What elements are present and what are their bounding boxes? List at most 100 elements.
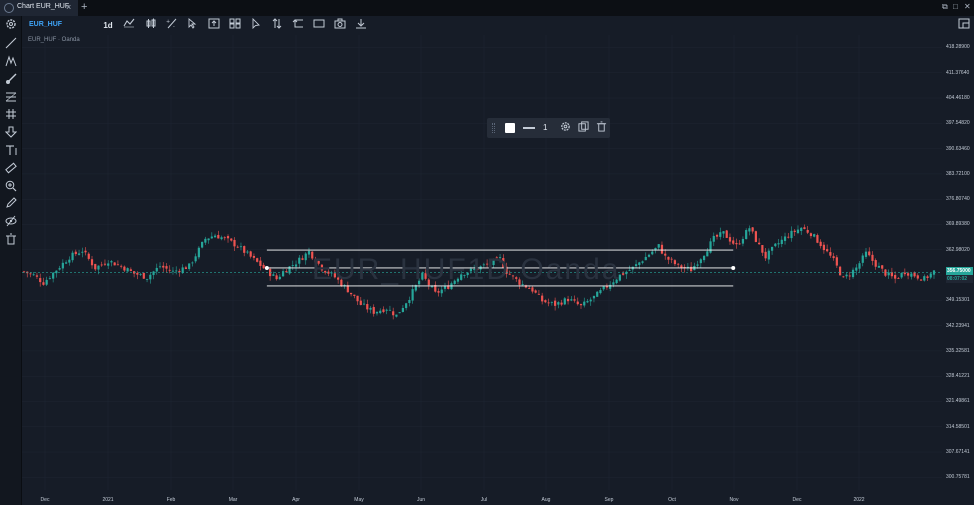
candle xyxy=(809,232,813,239)
chart-area[interactable]: EUR_HUF1D Oanda EUR_HUF · Oanda 418.2890… xyxy=(22,35,974,505)
template-icon[interactable] xyxy=(206,18,222,33)
line-style-icon[interactable] xyxy=(523,127,535,129)
arrow-down-icon[interactable] xyxy=(3,126,19,141)
candle xyxy=(476,268,479,271)
candle xyxy=(482,262,485,269)
close-window-button[interactable]: ✕ xyxy=(964,2,971,11)
maximize-window-button[interactable]: □ xyxy=(953,2,958,11)
fib-icon[interactable] xyxy=(3,91,19,106)
hide-icon[interactable] xyxy=(3,215,19,230)
parallel-channel-drawing[interactable] xyxy=(264,249,736,287)
candle xyxy=(758,238,761,245)
candle xyxy=(97,265,100,275)
gann-icon[interactable] xyxy=(3,108,19,123)
pitchfork-icon[interactable] xyxy=(3,55,19,70)
candle xyxy=(537,289,541,295)
text-icon[interactable] xyxy=(3,144,19,159)
candle xyxy=(777,239,780,248)
candle xyxy=(171,267,175,275)
symbol-search-button[interactable]: EUR_HUF xyxy=(29,21,63,28)
new-tab-button[interactable]: + xyxy=(81,1,88,13)
candle xyxy=(395,314,398,318)
candle xyxy=(424,269,427,281)
candle xyxy=(858,260,861,273)
download-icon[interactable] xyxy=(353,18,369,33)
candle xyxy=(738,239,741,245)
candle xyxy=(275,273,278,281)
line-width-value[interactable]: 1 xyxy=(543,123,548,132)
candle xyxy=(460,271,463,281)
sort-icon[interactable] xyxy=(269,18,285,33)
candle xyxy=(48,276,52,280)
candles-icon[interactable] xyxy=(143,18,159,33)
candle xyxy=(133,271,136,278)
candle xyxy=(168,265,171,274)
cursor-icon[interactable] xyxy=(184,18,200,33)
candle xyxy=(155,263,158,275)
price-chart[interactable] xyxy=(22,35,974,505)
candle xyxy=(887,269,890,279)
candle xyxy=(375,311,379,316)
chart-symbol-label: EUR_HUF · Oanda xyxy=(28,37,80,43)
drawing-tools-sidebar xyxy=(0,16,22,505)
candle xyxy=(346,281,349,293)
candle xyxy=(430,284,434,289)
brush-icon[interactable] xyxy=(3,73,19,88)
candle xyxy=(719,227,722,240)
candle xyxy=(790,226,793,242)
candle xyxy=(667,256,670,265)
indicator-icon[interactable] xyxy=(121,18,137,33)
candle xyxy=(100,261,103,267)
x-tick-label: Apr xyxy=(292,497,300,503)
drawing-settings-icon[interactable] xyxy=(558,121,572,135)
candle xyxy=(780,236,783,248)
delete-drawing-icon[interactable] xyxy=(594,121,608,135)
candle xyxy=(693,262,696,271)
trash-icon[interactable] xyxy=(3,233,19,248)
compare-icon[interactable]: + - xyxy=(164,18,180,33)
candle xyxy=(583,297,586,308)
interval-button[interactable]: 1d xyxy=(103,21,113,30)
candle xyxy=(136,271,139,280)
candle xyxy=(421,271,424,281)
drag-handle-icon[interactable] xyxy=(492,123,495,133)
candle xyxy=(84,247,87,256)
trend-line-icon[interactable] xyxy=(3,37,19,52)
candle xyxy=(236,245,239,249)
zoom-in-icon[interactable] xyxy=(3,180,19,195)
candle xyxy=(706,248,709,257)
candle xyxy=(498,254,502,263)
candle xyxy=(570,296,573,302)
ruler-icon[interactable] xyxy=(3,162,19,177)
candle xyxy=(126,267,129,272)
tab-close-button[interactable]: × xyxy=(66,2,72,12)
clone-drawing-icon[interactable] xyxy=(576,121,590,135)
x-tick-label: Dec xyxy=(40,497,50,503)
candle xyxy=(239,242,243,251)
settings-icon[interactable] xyxy=(3,18,19,33)
candle xyxy=(213,233,217,238)
candle xyxy=(61,259,64,272)
x-tick-label: Sep xyxy=(604,497,614,503)
y-tick-label: 369.89380 xyxy=(946,221,970,228)
chart-tab[interactable]: Chart EUR_HUF × xyxy=(0,0,78,16)
candle xyxy=(288,265,291,275)
rectangle-icon[interactable] xyxy=(311,18,327,33)
line-color-swatch[interactable] xyxy=(505,123,515,133)
x-tick-label: Jun xyxy=(416,497,426,503)
candle xyxy=(194,253,197,264)
candle xyxy=(618,274,621,282)
candle xyxy=(90,255,94,269)
pencil-icon[interactable] xyxy=(3,197,19,212)
candle xyxy=(605,283,609,290)
layout-icon[interactable] xyxy=(227,18,243,33)
screenshot-icon[interactable] xyxy=(332,18,348,33)
restore-window-button[interactable]: ⧉ xyxy=(942,2,948,11)
candle xyxy=(372,304,375,317)
candle xyxy=(764,247,767,262)
pointer-icon[interactable] xyxy=(248,17,264,33)
window-icon[interactable] xyxy=(956,18,972,33)
candle xyxy=(709,238,712,254)
candle xyxy=(492,258,495,269)
replay-icon[interactable] xyxy=(290,18,306,33)
